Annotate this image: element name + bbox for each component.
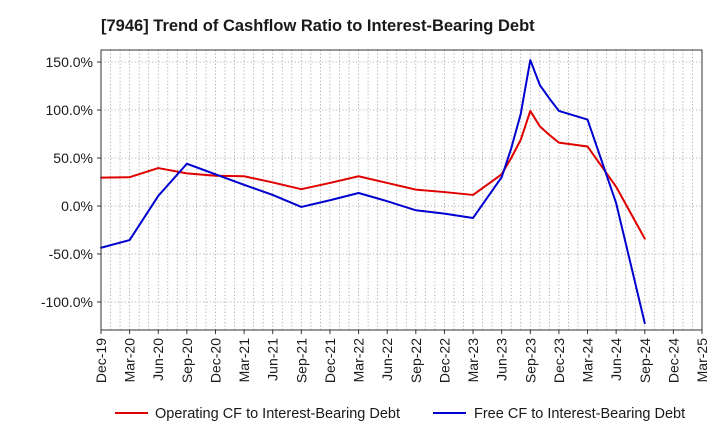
data-point-operating-cf [528,109,532,113]
data-point-free-cf [557,109,561,113]
data-point-operating-cf [471,193,475,197]
x-tick-label: Jun-21 [265,338,281,381]
x-tick-label: Dec-22 [436,338,452,383]
data-point-free-cf [185,162,189,166]
data-point-operating-cf [185,171,189,175]
data-point-free-cf [500,175,504,179]
y-tick-label: -50.0% [49,246,93,262]
data-point-free-cf [328,198,332,202]
plot-frame [100,49,703,331]
data-point-operating-cf [299,187,303,191]
data-point-free-cf [357,191,361,195]
y-tick-label: 100.0% [46,102,93,118]
x-tick-label: Mar-25 [694,338,710,383]
data-point-operating-cf [643,237,647,241]
legend-label-operating-cf: Operating CF to Interest-Bearing Debt [155,406,400,422]
data-point-operating-cf [271,180,275,184]
data-point-operating-cf [128,175,132,179]
data-point-free-cf [643,321,647,325]
x-tick-label: Jun-22 [379,338,395,381]
series-lines [100,58,647,325]
legend-label-free-cf: Free CF to Interest-Bearing Debt [474,406,685,422]
data-point-free-cf [442,212,446,216]
x-tick-label: Mar-23 [465,338,481,383]
x-tick-label: Jun-24 [608,338,624,381]
data-point-free-cf [538,83,542,87]
data-point-free-cf [385,199,389,203]
y-tick-label: 0.0% [61,198,93,214]
data-point-free-cf [299,205,303,209]
x-tick-label: Dec-24 [665,338,681,383]
x-tick-label: Sep-22 [408,338,424,383]
y-tick-label: 150.0% [46,54,93,70]
data-point-free-cf [509,146,513,150]
x-tick-label: Sep-21 [293,338,309,383]
data-point-operating-cf [328,181,332,185]
data-point-free-cf [614,201,618,205]
data-point-free-cf [528,58,532,62]
data-point-free-cf [128,238,132,242]
x-tick-label: Mar-24 [580,338,596,383]
data-point-free-cf [519,112,523,116]
x-tick-label: Jun-23 [494,338,510,381]
data-point-operating-cf [557,141,561,145]
x-tick-label: Mar-22 [351,338,367,383]
x-tick-label: Dec-23 [551,338,567,383]
chart-title: [7946] Trend of Cashflow Ratio to Intere… [101,17,535,35]
data-point-free-cf [242,183,246,187]
x-axis-tick-labels: Dec-19 Mar-20 Jun-20 Sep-20 Dec-20 Mar-21 Jun-… [93,330,710,383]
x-tick-label: Jun-20 [150,338,166,381]
data-point-operating-cf [547,133,551,137]
data-point-free-cf [414,208,418,212]
data-point-operating-cf [414,188,418,192]
series-line-operating-cf [100,109,646,240]
data-point-free-cf [156,194,160,198]
y-tick-label: -100.0% [41,294,93,310]
x-tick-label: Dec-20 [207,338,223,383]
data-point-operating-cf [242,174,246,178]
data-point-operating-cf [586,144,590,148]
x-tick-label: Mar-20 [122,338,138,383]
x-tick-label: Sep-20 [179,338,195,383]
x-tick-label: Dec-19 [93,338,109,383]
x-tick-label: Dec-21 [322,338,338,383]
data-point-operating-cf [385,181,389,185]
data-point-operating-cf [442,190,446,194]
data-point-operating-cf [509,156,513,160]
data-point-operating-cf [538,124,542,128]
y-tick-label: 50.0% [53,150,93,166]
data-point-operating-cf [156,166,160,170]
x-tick-label: Sep-24 [637,338,653,383]
data-point-free-cf [547,96,551,100]
data-point-free-cf [586,118,590,122]
data-point-operating-cf [357,174,361,178]
series-line-free-cf [100,59,646,325]
data-point-free-cf [271,193,275,197]
data-point-free-cf [213,172,217,176]
y-axis-tick-labels: 150.0% 100.0% 50.0% 0.0% -50.0% -100.0% [41,54,101,310]
data-point-operating-cf [614,185,618,189]
data-point-operating-cf [519,138,523,142]
legend: Operating CF to Interest-Bearing Debt Fr… [115,406,685,422]
x-tick-label: Mar-21 [236,338,252,383]
data-point-free-cf [471,216,475,220]
x-tick-label: Sep-23 [522,338,538,383]
